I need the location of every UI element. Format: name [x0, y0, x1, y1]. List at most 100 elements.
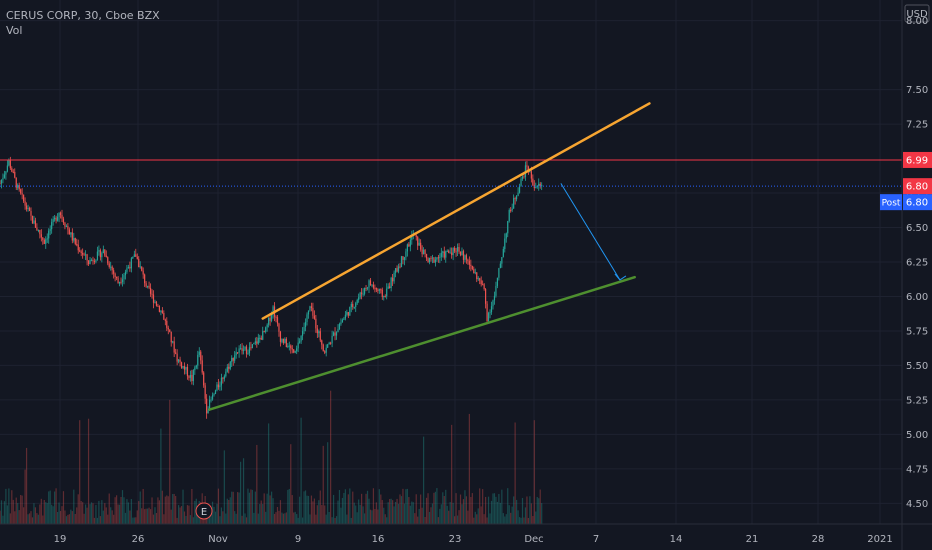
candle-body	[157, 305, 159, 307]
candle-body	[448, 250, 450, 253]
candle-body	[166, 320, 168, 328]
y-tick-label-4: 6.50	[906, 223, 928, 234]
candle-body	[114, 273, 116, 278]
candle-body	[25, 205, 28, 210]
candle-body	[105, 255, 107, 258]
time-axis[interactable]: 19 26 Nov 9 16 23 Dec 7 14 21 28 2021	[0, 523, 932, 545]
candle-body	[538, 183, 540, 186]
candle-body	[135, 254, 137, 257]
volume-bar	[8, 488, 10, 524]
y-tick-label-1: 7.50	[906, 85, 928, 96]
volume-bar	[217, 488, 220, 524]
volume-bar	[356, 512, 358, 524]
volume-bar	[433, 492, 435, 524]
candle-body	[138, 258, 140, 268]
candle-body	[334, 332, 336, 336]
candle-body	[439, 256, 441, 258]
candle-body	[93, 261, 96, 263]
candle-body	[259, 337, 261, 339]
candle-body	[31, 215, 34, 224]
volume-bar	[40, 498, 42, 524]
volume-bar	[260, 500, 262, 524]
candle-body	[372, 284, 375, 288]
candle-body	[293, 349, 295, 353]
x-tick-label-8: 14	[670, 534, 683, 545]
resistance-tag	[903, 151, 932, 168]
candle-body	[238, 348, 240, 353]
volume-bar	[539, 489, 541, 524]
volume-bar	[176, 517, 178, 524]
candle-body	[14, 171, 16, 178]
volume-bar	[451, 424, 453, 524]
volume-bar	[135, 517, 137, 524]
candle-body	[409, 239, 411, 247]
volume-bar	[421, 507, 423, 524]
volume-bar	[244, 513, 246, 524]
volume-bar	[310, 495, 313, 524]
candle-body	[129, 267, 131, 269]
candle-body	[315, 318, 317, 329]
volume-bar	[285, 512, 287, 524]
candle-body	[303, 326, 305, 332]
volume-bar	[297, 517, 299, 524]
volume-bar	[396, 498, 398, 524]
symbol-title[interactable]: CERUS CORP, 30, Cboe BZX	[6, 9, 160, 22]
volume-bar	[59, 511, 62, 524]
volume-bar	[234, 511, 236, 524]
volume-bar	[334, 517, 336, 524]
volume-bar	[516, 499, 518, 524]
volume-bar	[343, 492, 345, 524]
candle-body	[185, 367, 187, 370]
volume-bar	[194, 500, 196, 524]
y-tick-label-11: 4.75	[906, 464, 928, 475]
channel-top-line	[261, 102, 651, 320]
candle-body	[297, 342, 299, 349]
candle-body	[390, 277, 392, 289]
candle-body	[148, 285, 150, 288]
candle-body	[394, 268, 397, 273]
candle-body	[467, 259, 469, 262]
candle-body	[324, 351, 326, 353]
candle-body	[383, 296, 385, 298]
candle-body	[378, 289, 380, 291]
candle-body	[51, 222, 53, 230]
volume-bar	[371, 510, 373, 524]
volume-bar	[538, 498, 540, 524]
candle-body	[371, 284, 373, 286]
volume-bar	[257, 513, 259, 524]
candle-body	[492, 300, 494, 307]
candle-body	[90, 259, 93, 261]
candle-body	[532, 178, 534, 185]
volume-bar	[508, 505, 510, 524]
candle-body	[5, 171, 7, 175]
volume-bar	[490, 500, 493, 524]
volume-bar	[183, 511, 186, 524]
candle-body	[220, 377, 222, 386]
volume-bar	[105, 507, 107, 524]
candle-body	[331, 335, 333, 344]
candle-body	[245, 346, 248, 354]
volume-bar	[219, 516, 221, 524]
candle-body	[389, 286, 391, 289]
volume-bar	[111, 510, 113, 524]
volume-bar	[229, 497, 231, 524]
candle-body	[74, 238, 76, 245]
candle-body	[511, 208, 513, 211]
volume-label[interactable]: Vol	[6, 24, 23, 37]
candle-body	[33, 220, 35, 224]
volume-bar	[431, 503, 434, 524]
candle-body	[58, 212, 60, 217]
volume-bar	[49, 490, 51, 524]
candle-body	[188, 376, 190, 378]
candle-body	[304, 321, 307, 327]
trend-lines: E	[0, 102, 902, 520]
volume-bar	[93, 517, 96, 524]
price-axis[interactable]: USD8.007.507.256.756.506.256.005.755.505…	[901, 0, 932, 550]
candle-body	[223, 376, 225, 379]
volume-bar	[272, 498, 274, 524]
candle-body	[28, 208, 31, 212]
candle-body	[113, 270, 115, 274]
volume-bar	[138, 501, 140, 524]
volume-bar	[459, 494, 462, 524]
